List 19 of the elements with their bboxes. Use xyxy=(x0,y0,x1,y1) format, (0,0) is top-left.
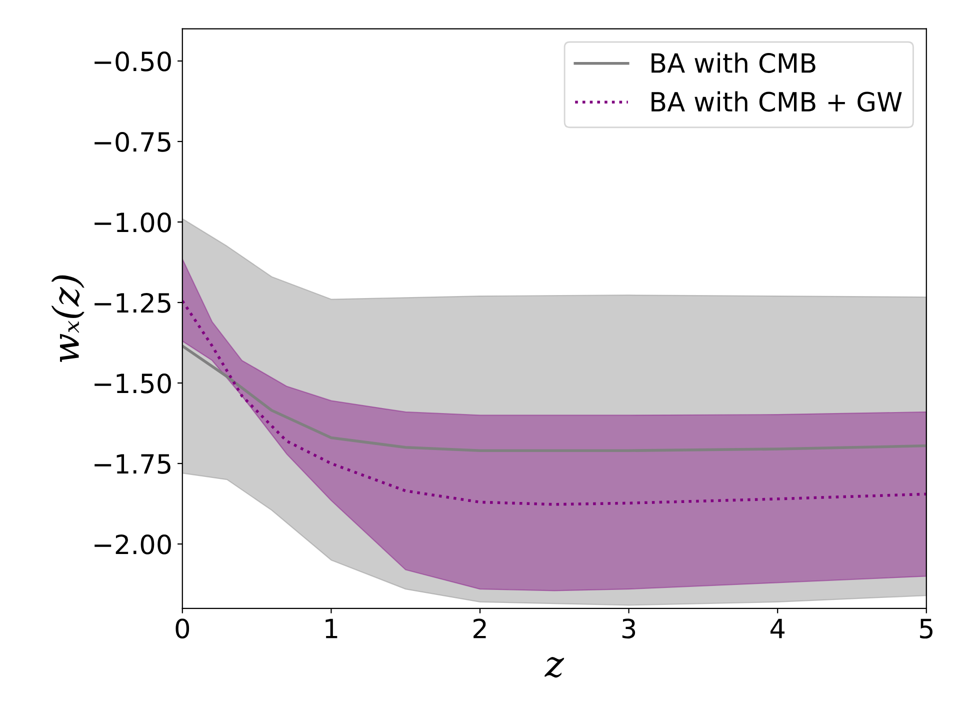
x-tick-label: 0 xyxy=(176,618,190,639)
line-series xyxy=(182,344,926,452)
y-axis-title: wₓ(z) xyxy=(51,275,84,362)
y-tick-label: −0.50 xyxy=(94,51,171,72)
y-tick-label: −1.00 xyxy=(94,212,171,232)
legend-label: BA with CMB xyxy=(652,52,816,73)
x-tick-label: 2 xyxy=(474,618,486,638)
y-tick-label: −1.25 xyxy=(94,292,170,313)
line-series xyxy=(182,300,926,506)
y-tick-label: −0.75 xyxy=(94,132,170,152)
legend-label: BA with CMB + GW xyxy=(652,91,902,112)
y-tick-label: −1.50 xyxy=(94,373,171,394)
x-tick-label: 5 xyxy=(920,618,932,639)
x-tick-label: 4 xyxy=(770,618,785,638)
y-tick-label: −1.75 xyxy=(94,454,170,474)
x-tick-label: 1 xyxy=(326,618,338,638)
x-tick-label: 3 xyxy=(622,618,636,639)
x-axis-title: z xyxy=(544,657,564,678)
y-tick-label: −2.00 xyxy=(94,534,171,554)
